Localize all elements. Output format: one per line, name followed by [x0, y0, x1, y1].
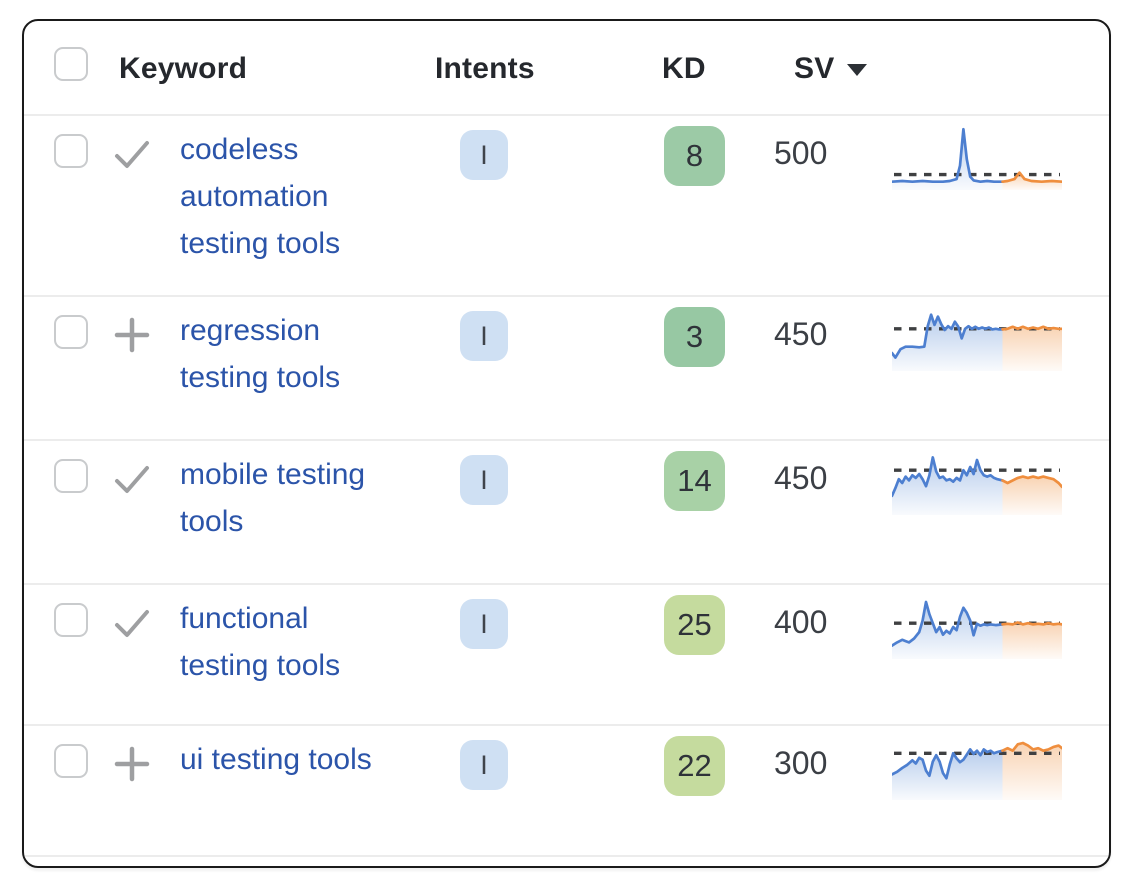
keyword-link[interactable]: functional testing tools [180, 602, 341, 682]
column-header-kd[interactable]: KD [662, 52, 706, 85]
intent-badge[interactable]: I [460, 740, 508, 790]
kd-badge: 22 [664, 736, 725, 796]
sv-value: 500 [774, 135, 828, 171]
plus-icon [114, 746, 150, 782]
sv-label: SV [794, 52, 835, 85]
keyword-link[interactable]: regression testing tools [180, 314, 341, 394]
intent-badge[interactable]: I [460, 455, 508, 505]
row-checkbox[interactable] [54, 134, 88, 168]
keyword-link[interactable]: codeless automation testing tools [180, 133, 341, 260]
keyword-table-card: Keyword Intents KD SV codeless automatio… [22, 19, 1111, 868]
kd-badge: 25 [664, 595, 725, 655]
sort-desc-icon [847, 64, 868, 76]
table-row: codeless automation testing tools I 8 50… [24, 116, 1109, 297]
row-status-icon[interactable] [110, 461, 154, 501]
keyword-link[interactable]: mobile testing tools [180, 458, 366, 538]
intent-badge[interactable]: I [460, 311, 508, 361]
plus-icon [114, 317, 150, 353]
trend-sparkline [892, 741, 1062, 800]
table-row: functional testing tools I 25 400 [24, 585, 1109, 726]
keyword-link[interactable]: ui testing tools [180, 743, 372, 776]
row-status-icon[interactable] [110, 317, 154, 357]
table-row: regression testing tools I 3 450 [24, 297, 1109, 441]
sv-value: 400 [774, 604, 828, 640]
table-header: Keyword Intents KD SV [24, 21, 1109, 116]
row-status-icon[interactable] [110, 605, 154, 645]
trend-sparkline [892, 456, 1062, 515]
column-header-keyword[interactable]: Keyword [119, 52, 248, 85]
table-row: mobile testing tools I 14 450 [24, 441, 1109, 585]
trend-sparkline [892, 600, 1062, 659]
table-row: ui testing tools I 22 300 [24, 726, 1109, 857]
sv-value: 450 [774, 316, 828, 352]
trend-sparkline [892, 127, 1062, 190]
row-checkbox[interactable] [54, 744, 88, 778]
check-icon [115, 610, 149, 637]
row-checkbox[interactable] [54, 315, 88, 349]
row-status-icon[interactable] [110, 746, 154, 786]
sv-value: 300 [774, 745, 828, 781]
row-checkbox[interactable] [54, 459, 88, 493]
row-checkbox[interactable] [54, 603, 88, 637]
intent-badge[interactable]: I [460, 599, 508, 649]
column-header-sv[interactable]: SV [794, 52, 868, 86]
check-icon [115, 466, 149, 493]
sv-value: 450 [774, 460, 828, 496]
select-all-checkbox[interactable] [54, 47, 88, 81]
trend-sparkline [892, 313, 1062, 371]
intent-badge[interactable]: I [460, 130, 508, 180]
kd-badge: 14 [664, 451, 725, 511]
kd-badge: 3 [664, 307, 725, 367]
row-status-icon[interactable] [110, 136, 154, 176]
kd-badge: 8 [664, 126, 725, 186]
check-icon [115, 141, 149, 168]
column-header-intents[interactable]: Intents [435, 52, 535, 85]
